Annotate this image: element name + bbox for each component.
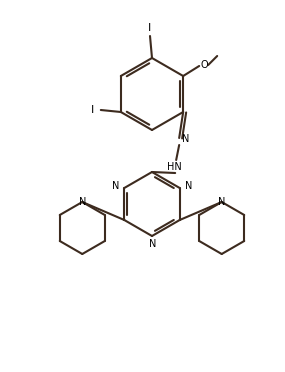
Text: I: I [91, 105, 94, 115]
Text: N: N [182, 134, 190, 144]
Text: N: N [185, 181, 192, 191]
Text: N: N [149, 239, 157, 249]
Text: O: O [200, 60, 208, 70]
Text: I: I [148, 23, 152, 33]
Text: N: N [112, 181, 119, 191]
Text: N: N [218, 197, 225, 207]
Text: HN: HN [167, 162, 182, 172]
Text: N: N [79, 197, 86, 207]
